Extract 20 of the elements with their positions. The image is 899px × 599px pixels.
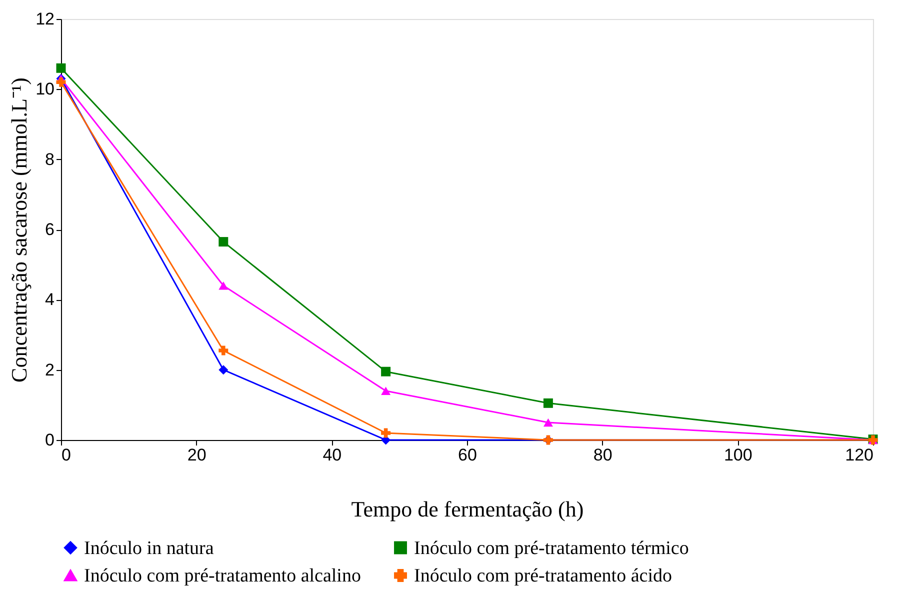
y-tick-label: 10	[36, 80, 54, 99]
y-tick-label: 0	[45, 430, 54, 450]
x-tick-label: 120	[845, 446, 874, 464]
y-tick-label: 4	[45, 290, 54, 310]
legend-label: Inóculo com pré-tratamento térmico	[414, 538, 689, 559]
y-tick-label: 8	[45, 150, 54, 169]
y-tick-label: 2	[45, 360, 54, 380]
x-tick-label: 100	[724, 446, 752, 464]
legend-label: Inóculo com pré-tratamento ácido	[414, 566, 672, 586]
x-tick-label: 20	[187, 446, 206, 464]
x-axis-title: Tempo de fermentação (h)	[351, 496, 584, 522]
legend-label: Inóculo in natura	[84, 538, 214, 559]
y-axis-title: Concentração sacarose (mmol.L⁻¹)	[6, 78, 32, 382]
y-tick-label: 12	[36, 10, 54, 28]
x-tick-label: 0	[62, 446, 71, 464]
x-tick-label: 40	[322, 446, 342, 464]
x-tick-label: 60	[458, 446, 477, 464]
legend-label: Inóculo com pré-tratamento alcalino	[84, 566, 361, 586]
y-tick-label: 6	[45, 220, 54, 239]
x-tick-label: 80	[593, 446, 612, 464]
